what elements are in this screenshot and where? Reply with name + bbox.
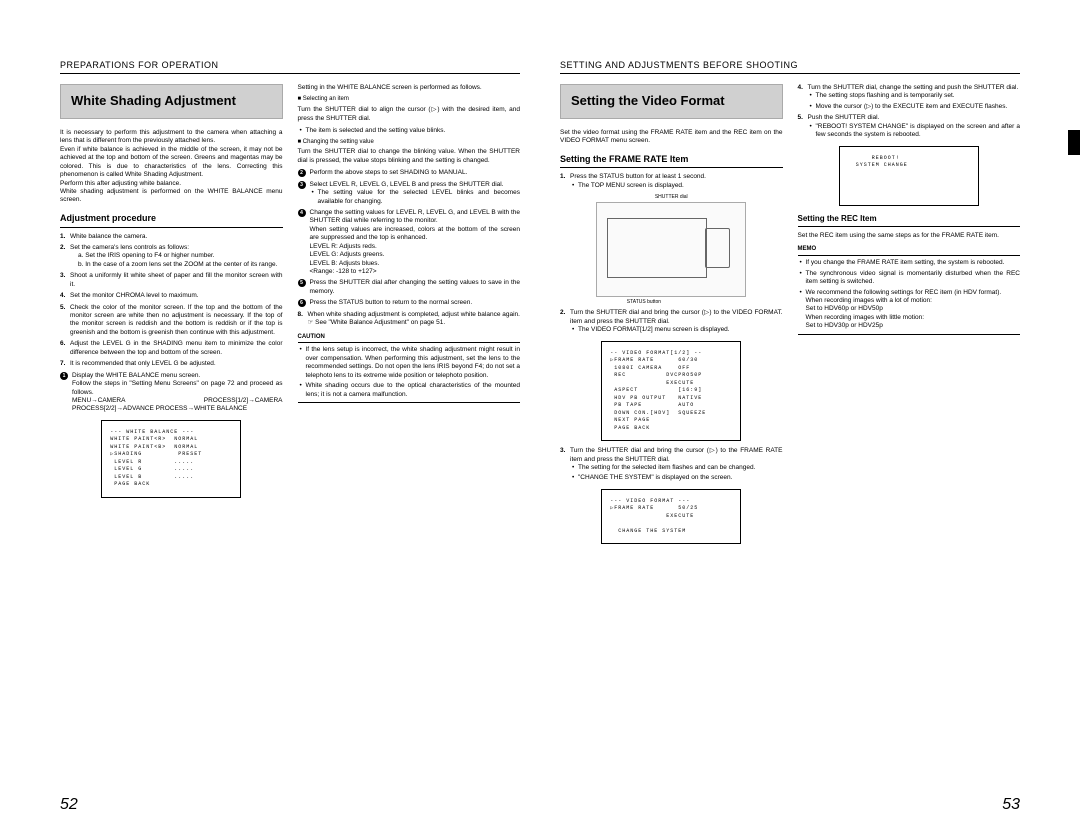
- step-item: Set the monitor CHROMA level to maximum.: [60, 292, 283, 300]
- bullet: Move the cursor (▷) to the EXECUTE item …: [808, 103, 1021, 111]
- bullet: "CHANGE THE SYSTEM" is displayed on the …: [570, 474, 783, 482]
- page-number-left: 52: [60, 796, 520, 814]
- bullet: The VIDEO FORMAT[1/2] menu screen is dis…: [570, 326, 783, 334]
- selecting-heading: ■ Selecting an item: [298, 96, 521, 104]
- menu-screen-video-format: -- VIDEO FORMAT[1/2] -- ▷FRAME RATE 60/3…: [601, 341, 741, 442]
- right-steps-3: Turn the SHUTTER dial and bring the curs…: [560, 447, 783, 483]
- step-item: Turn the SHUTTER dial and bring the curs…: [560, 447, 783, 483]
- step-item: White balance the camera.: [60, 233, 283, 241]
- page-title-left: White Shading Adjustment: [60, 84, 283, 119]
- caution-item: White shading occurs due to the optical …: [298, 382, 521, 399]
- step-text: Turn the SHUTTER dial and bring the curs…: [570, 447, 783, 462]
- sub-step: a. Set the IRIS opening to F4 or higher …: [78, 252, 283, 260]
- adjustment-heading: Adjustment procedure: [60, 213, 283, 228]
- step-item: Turn the SHUTTER dial, change the settin…: [798, 84, 1021, 111]
- step-text: Push the SHUTTER dial.: [808, 114, 880, 121]
- circled-item: Display the WHITE BALANCE menu screen. F…: [60, 372, 283, 414]
- menu-screen-white-balance: --- WHITE BALANCE --- WHITE PAINT<R> NOR…: [101, 420, 241, 498]
- camera-diagram: [596, 202, 746, 297]
- bullet: The item is selected and the setting val…: [298, 127, 521, 135]
- step-item: When white shading adjustment is complet…: [298, 311, 521, 328]
- step-text: Press the STATUS button for at least 1 s…: [570, 173, 706, 180]
- page-number-right: 53: [560, 796, 1020, 814]
- bullet: The setting for the selected item flashe…: [570, 464, 783, 472]
- step-item: It is recommended that only LEVEL G be a…: [60, 360, 283, 368]
- caution-item: If the lens setup is incorrect, the whit…: [298, 346, 521, 380]
- circled-item: Perform the above steps to set SHADING t…: [298, 169, 521, 177]
- step-text: Set the camera's lens controls as follow…: [70, 244, 189, 251]
- adjustment-steps: White balance the camera. Set the camera…: [60, 233, 283, 369]
- menu-screen-reboot: REBOOT! SYSTEM CHANGE: [839, 146, 979, 206]
- changing-text: Turn the SHUTTER dial to change the blin…: [298, 148, 521, 165]
- circled-item: Change the setting values for LEVEL R, L…: [298, 209, 521, 277]
- circled-steps-1: Display the WHITE BALANCE menu screen. F…: [60, 372, 283, 414]
- step-item: Check the color of the monitor screen. I…: [60, 304, 283, 338]
- step-item: Press the STATUS button for at least 1 s…: [560, 173, 783, 190]
- right-intro: Set the video format using the FRAME RAT…: [560, 129, 783, 146]
- circled-item: Press the STATUS button to return to the…: [298, 299, 521, 307]
- page-tab: [1068, 130, 1080, 155]
- right-steps-2: Turn the SHUTTER dial and bring the curs…: [560, 309, 783, 334]
- circled-item: Press the SHUTTER dial after changing th…: [298, 279, 521, 296]
- selecting-text: Turn the SHUTTER dial to align the curso…: [298, 106, 521, 123]
- left-page: PREPARATIONS FOR OPERATION White Shading…: [60, 60, 520, 814]
- caution-label: CAUTION: [298, 334, 521, 344]
- step-item: Push the SHUTTER dial. "REBOOT! SYSTEM C…: [798, 114, 1021, 139]
- circled-item: Select LEVEL R, LEVEL G, LEVEL B and pre…: [298, 181, 521, 206]
- changing-heading: ■ Changing the setting value: [298, 139, 521, 147]
- right-col-2: Turn the SHUTTER dial, change the settin…: [798, 84, 1021, 786]
- diagram-label: SHUTTER dial: [655, 194, 688, 201]
- right-steps-4: Turn the SHUTTER dial, change the settin…: [798, 84, 1021, 140]
- bullet: The setting value for the selected LEVEL…: [310, 189, 521, 206]
- step-item: Adjust the LEVEL G in the SHADING menu i…: [60, 340, 283, 357]
- step-8: When white shading adjustment is complet…: [298, 311, 521, 328]
- step-item: Turn the SHUTTER dial and bring the curs…: [560, 309, 783, 334]
- step-item: Shoot a uniformly lit white sheet of pap…: [60, 272, 283, 289]
- col2-intro: Setting in the WHITE BALANCE screen is p…: [298, 84, 521, 92]
- section-header-left: PREPARATIONS FOR OPERATION: [60, 60, 520, 74]
- bullet: "REBOOT! SYSTEM CHANGE" is displayed on …: [808, 123, 1021, 140]
- menu-screen-change-system: --- VIDEO FORMAT --- ▷FRAME RATE 50/25 E…: [601, 489, 741, 545]
- spread: PREPARATIONS FOR OPERATION White Shading…: [60, 60, 1020, 814]
- left-col-2: Setting in the WHITE BALANCE screen is p…: [298, 84, 521, 786]
- step-text: Turn the SHUTTER dial and bring the curs…: [570, 309, 783, 324]
- bullet: The TOP MENU screen is displayed.: [570, 182, 783, 190]
- circ-text: Select LEVEL R, LEVEL G, LEVEL B and pre…: [310, 181, 504, 188]
- bullet: The setting stops flashing and is tempor…: [808, 92, 1021, 100]
- left-col-1: White Shading Adjustment It is necessary…: [60, 84, 283, 786]
- intro-text: It is necessary to perform this adjustme…: [60, 129, 283, 205]
- rec-heading: Setting the REC Item: [798, 214, 1021, 227]
- memo-item: If you change the FRAME RATE item settin…: [798, 259, 1021, 267]
- rec-intro: Set the REC item using the same steps as…: [798, 232, 1021, 240]
- memo-list: If you change the FRAME RATE item settin…: [798, 259, 1021, 331]
- caution-list: If the lens setup is incorrect, the whit…: [298, 346, 521, 399]
- frame-rate-heading: Setting the FRAME RATE Item: [560, 154, 783, 169]
- memo-label: MEMO: [798, 246, 1021, 256]
- circled-steps-2: Perform the above steps to set SHADING t…: [298, 169, 521, 308]
- memo-item: The synchronous video signal is momentar…: [798, 270, 1021, 287]
- section-header-right: SETTING AND ADJUSTMENTS BEFORE SHOOTING: [560, 60, 1020, 74]
- right-page: SETTING AND ADJUSTMENTS BEFORE SHOOTING …: [560, 60, 1020, 814]
- sub-step: b. In the case of a zoom lens set the ZO…: [78, 261, 283, 269]
- diagram-label: STATUS button: [627, 299, 661, 306]
- right-col-1: Setting the Video Format Set the video f…: [560, 84, 783, 786]
- page-title-right: Setting the Video Format: [560, 84, 783, 119]
- step-item: Set the camera's lens controls as follow…: [60, 244, 283, 269]
- memo-item: We recommend the following settings for …: [798, 289, 1021, 331]
- step-text: Turn the SHUTTER dial, change the settin…: [808, 84, 1019, 91]
- right-steps: Press the STATUS button for at least 1 s…: [560, 173, 783, 190]
